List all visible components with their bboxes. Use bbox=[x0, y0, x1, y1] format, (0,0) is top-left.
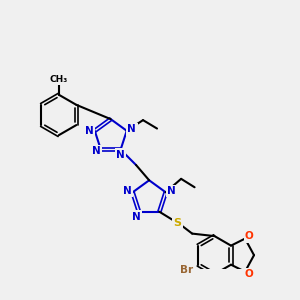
Text: N: N bbox=[123, 186, 131, 196]
Text: N: N bbox=[85, 126, 94, 136]
Text: O: O bbox=[245, 231, 254, 242]
Text: N: N bbox=[132, 212, 140, 222]
Text: N: N bbox=[92, 146, 101, 156]
Text: N: N bbox=[128, 124, 136, 134]
Text: Br: Br bbox=[180, 265, 193, 275]
Text: N: N bbox=[167, 186, 176, 196]
Text: N: N bbox=[116, 150, 125, 160]
Text: S: S bbox=[174, 218, 182, 228]
Text: CH₃: CH₃ bbox=[50, 75, 68, 84]
Text: O: O bbox=[245, 269, 254, 279]
